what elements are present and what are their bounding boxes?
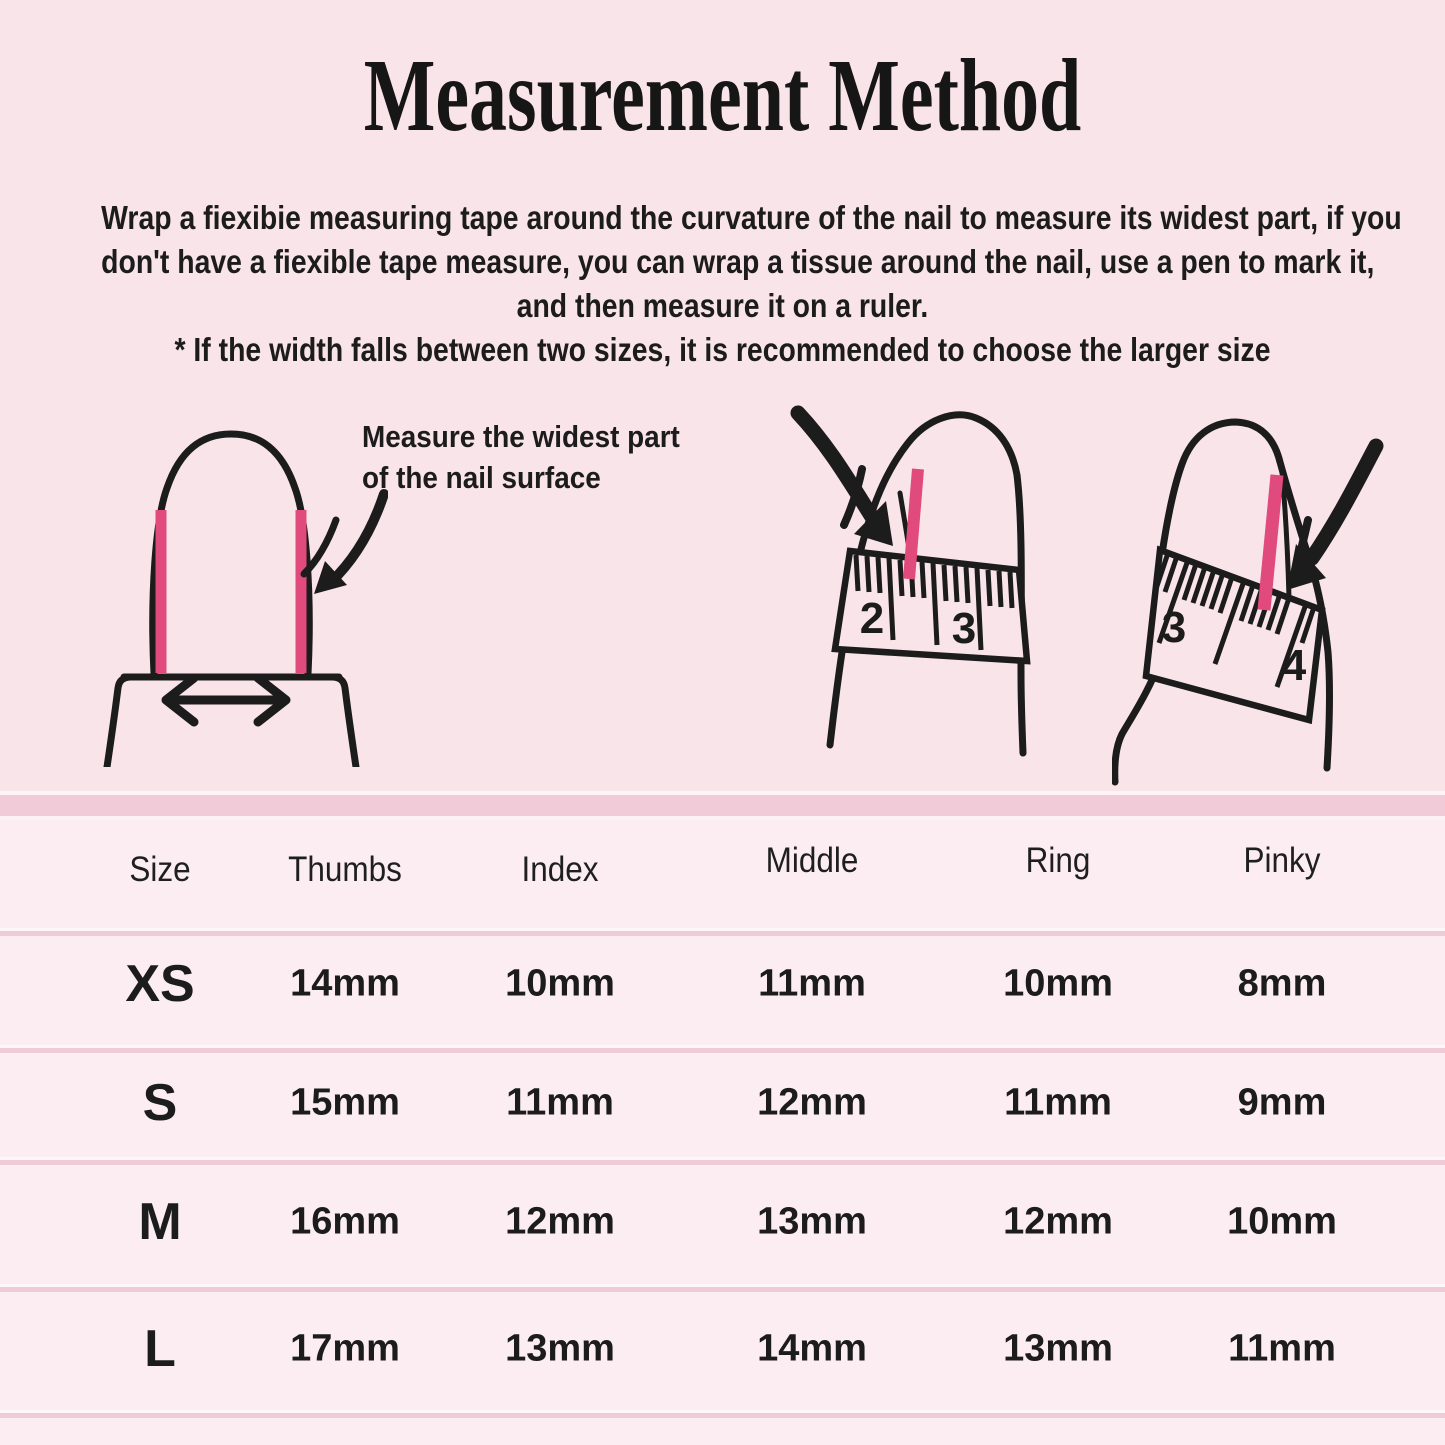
size-label: L bbox=[144, 1319, 176, 1378]
cell-value: 15mm bbox=[290, 1081, 400, 1124]
cell-value: 14mm bbox=[757, 1327, 867, 1369]
header-cell-middle: Middle bbox=[765, 841, 859, 880]
cell-value: 12mm bbox=[505, 1200, 615, 1243]
tape-measure-diagram-2: 3 4 bbox=[1112, 418, 1384, 786]
nail-width-mark bbox=[903, 468, 924, 580]
cell-value: 17mm bbox=[290, 1327, 400, 1369]
table-row-m: M 16mm 12mm 13mm 12mm 10mm bbox=[0, 1161, 1445, 1283]
cell-value: 16mm bbox=[290, 1200, 400, 1243]
cell-value: 13mm bbox=[1003, 1327, 1113, 1369]
cell-value: 10mm bbox=[1003, 962, 1113, 1005]
cell-value: 11mm bbox=[1004, 1081, 1112, 1124]
cell-value: 12mm bbox=[757, 1081, 867, 1124]
nail-width-mark bbox=[1257, 474, 1284, 611]
cell-value: 10mm bbox=[505, 962, 615, 1005]
instruction-note: * If the width falls between two sizes, … bbox=[174, 331, 1271, 368]
table-header-row: Size Thumbs Index Middle Ring Pinky bbox=[0, 812, 1445, 928]
row-divider bbox=[0, 928, 1445, 936]
instruction-line: don't have a fiexible tape measure, you … bbox=[101, 243, 1375, 280]
instruction-line: Wrap a fiexibie measuring tape around th… bbox=[101, 199, 1402, 236]
instruction-text: Wrap a fiexibie measuring tape around th… bbox=[0, 196, 1445, 372]
header-cell-index: Index bbox=[521, 850, 599, 889]
pointer-arrow bbox=[790, 405, 893, 546]
cell-value: 13mm bbox=[505, 1327, 615, 1369]
table-row-xs: XS 14mm 10mm 11mm 10mm 8mm bbox=[0, 928, 1445, 1040]
row-divider bbox=[0, 1157, 1445, 1165]
pointer-arrow bbox=[1287, 438, 1384, 590]
finger-outline bbox=[103, 430, 360, 767]
row-divider bbox=[0, 1284, 1445, 1292]
header-cell-pinky: Pinky bbox=[1243, 841, 1321, 880]
cell-value: 11mm bbox=[1228, 1327, 1336, 1369]
size-chart-section bbox=[0, 819, 1445, 1445]
ruler-number: 2 bbox=[860, 594, 884, 643]
ruler-number: 3 bbox=[1162, 603, 1186, 652]
header-cell-size: Size bbox=[129, 850, 191, 889]
pointer-arrow bbox=[300, 489, 388, 594]
size-label: S bbox=[142, 1074, 178, 1132]
header-cell-ring: Ring bbox=[1025, 841, 1091, 880]
caption-line: of the nail surface bbox=[362, 460, 601, 495]
cell-value: 8mm bbox=[1237, 962, 1327, 1005]
cell-value: 10mm bbox=[1227, 1200, 1337, 1243]
cell-value: 13mm bbox=[757, 1200, 867, 1243]
cell-value: 12mm bbox=[1003, 1200, 1113, 1243]
nail-width-mark bbox=[155, 510, 307, 673]
ruler-number: 4 bbox=[1282, 641, 1307, 690]
header-cell-thumbs: Thumbs bbox=[288, 850, 402, 889]
tape-measure-diagram-1: 2 3 bbox=[790, 405, 1031, 757]
ruler-number: 3 bbox=[952, 604, 976, 653]
page-title: Measurement Method bbox=[363, 38, 1082, 153]
table-row-l: L 17mm 13mm 14mm 13mm 11mm bbox=[0, 1288, 1445, 1409]
row-divider bbox=[0, 1410, 1445, 1418]
size-label: XS bbox=[125, 955, 195, 1013]
instruction-line: and then measure it on a ruler. bbox=[516, 287, 929, 324]
table-row-s: S 15mm 11mm 12mm 11mm 9mm bbox=[0, 1049, 1445, 1157]
cell-value: 11mm bbox=[758, 962, 866, 1005]
cell-value: 14mm bbox=[290, 962, 400, 1005]
section-divider bbox=[0, 791, 1445, 820]
cell-value: 9mm bbox=[1237, 1081, 1327, 1124]
caption-line: Measure the widest part bbox=[362, 419, 680, 454]
diagram-caption: Measure the widest part of the nail surf… bbox=[362, 416, 680, 498]
width-double-arrow bbox=[161, 673, 291, 727]
nail-width-diagram bbox=[103, 430, 388, 767]
cell-value: 11mm bbox=[506, 1081, 614, 1124]
size-label: M bbox=[138, 1193, 182, 1251]
row-divider bbox=[0, 1045, 1445, 1053]
